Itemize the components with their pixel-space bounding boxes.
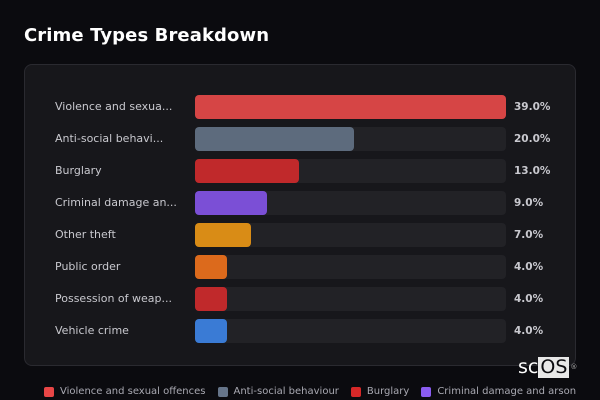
bar-value: 13.0%: [514, 165, 551, 177]
legend-swatch-icon: [217, 386, 228, 397]
legend-item[interactable]: Violence and sexual offences: [44, 386, 206, 397]
bar-label: Criminal damage an...: [55, 196, 177, 209]
registered-mark: ®: [570, 363, 578, 371]
bar-label: Other theft: [55, 228, 116, 241]
chart-card: Violence and sexua... 39.0% Anti-social be…: [24, 64, 576, 366]
bar-row: Vehicle crime 4.0%: [25, 319, 575, 343]
bar-label: Burglary: [55, 164, 102, 177]
bar-label: Public order: [55, 260, 121, 273]
bar-value: 20.0%: [514, 133, 551, 145]
bar-row: Possession of weap... 4.0%: [25, 287, 575, 311]
watermark-prefix: sc: [518, 356, 539, 378]
bar-label: Violence and sexua...: [55, 100, 173, 113]
bar-fill[interactable]: [195, 255, 227, 279]
bar-row: Anti-social behavi... 20.0%: [25, 127, 575, 151]
bar-value: 4.0%: [514, 293, 544, 305]
bar-value: 4.0%: [514, 261, 544, 273]
legend-item[interactable]: Criminal damage and arson: [421, 386, 576, 397]
bar-track: [195, 191, 506, 215]
legend-item[interactable]: Burglary: [350, 386, 410, 397]
bar-value: 7.0%: [514, 229, 544, 241]
bar-row: Other theft 7.0%: [25, 223, 575, 247]
bar-fill[interactable]: [195, 191, 267, 215]
legend-label: Burglary: [366, 386, 410, 397]
legend-label: Violence and sexual offences: [60, 386, 206, 397]
bar-track: [195, 319, 506, 343]
bar-fill[interactable]: [195, 127, 354, 151]
bar-label: Vehicle crime: [55, 324, 129, 337]
bar-fill[interactable]: [195, 319, 227, 343]
bar-value: 39.0%: [514, 101, 551, 113]
bar-row: Burglary 13.0%: [25, 159, 575, 183]
scos-watermark-logo: sc OS ®: [518, 357, 577, 378]
bar-row: Violence and sexua... 39.0%: [25, 95, 575, 119]
bar-track: [195, 287, 506, 311]
watermark-highlight: OS: [538, 356, 570, 378]
legend-swatch-icon: [44, 386, 54, 397]
bar-row: Criminal damage an... 9.0%: [25, 191, 575, 215]
bar-fill[interactable]: [195, 287, 227, 311]
bar-track: [195, 255, 506, 279]
bar-fill[interactable]: [195, 95, 506, 119]
chart-legend: Violence and sexual offences Anti-social …: [44, 386, 576, 397]
legend-label: Anti-social behaviour: [233, 386, 339, 397]
legend-swatch-icon: [350, 386, 361, 397]
legend-label: Criminal damage and arson: [437, 386, 577, 397]
bar-row: Public order 4.0%: [25, 255, 575, 279]
bar-track: [195, 223, 506, 247]
bar-track: [195, 127, 506, 151]
bar-label: Anti-social behavi...: [55, 132, 164, 145]
bar-track: [195, 95, 506, 119]
bar-fill[interactable]: [195, 159, 299, 183]
bar-value: 9.0%: [514, 197, 544, 209]
bar-fill[interactable]: [195, 223, 251, 247]
bar-value: 4.0%: [514, 325, 544, 337]
legend-swatch-icon: [421, 386, 432, 397]
page-title: Crime Types Breakdown: [24, 25, 270, 46]
bar-label: Possession of weap...: [55, 292, 172, 305]
bar-track: [195, 159, 506, 183]
legend-item[interactable]: Anti-social behaviour: [217, 386, 339, 397]
